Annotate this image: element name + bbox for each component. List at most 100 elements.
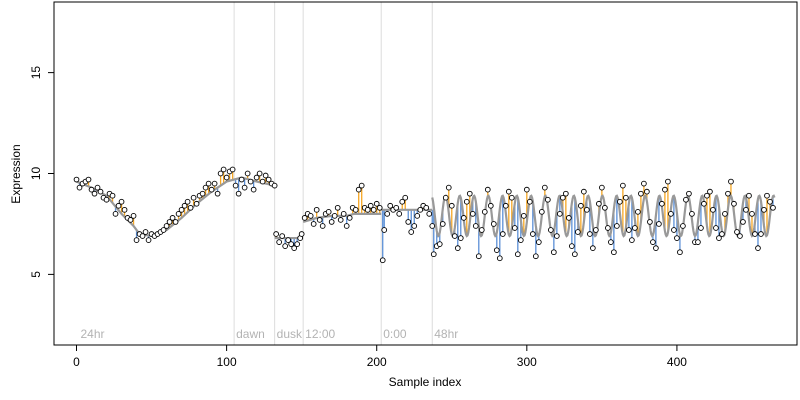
- y-tick-label: 15: [29, 66, 43, 80]
- data-point: [683, 196, 689, 203]
- data-point: [550, 249, 557, 256]
- data-point: [725, 190, 731, 197]
- data-point: [508, 194, 515, 201]
- period-label: dusk: [277, 327, 303, 341]
- data-point: [752, 231, 758, 237]
- data-point: [205, 180, 212, 187]
- data-point: [346, 215, 353, 221]
- data-point: [223, 174, 230, 181]
- data-point: [376, 204, 383, 211]
- data-point: [273, 231, 279, 237]
- data-point: [511, 225, 518, 231]
- data-point: [535, 239, 542, 245]
- data-point: [575, 229, 581, 235]
- data-point: [641, 180, 647, 187]
- data-point: [596, 200, 602, 207]
- data-point: [387, 202, 394, 209]
- data-point: [402, 194, 409, 201]
- data-point: [451, 233, 458, 239]
- data-point: [211, 180, 218, 187]
- data-point: [73, 176, 80, 183]
- data-point: [118, 198, 125, 205]
- data-points: [73, 166, 776, 264]
- data-point: [680, 223, 686, 229]
- data-point: [436, 241, 443, 247]
- data-point: [611, 249, 617, 256]
- data-point: [325, 208, 332, 215]
- data-point: [139, 233, 146, 239]
- data-point: [256, 170, 263, 177]
- data-point: [599, 184, 605, 191]
- data-point: [172, 219, 179, 225]
- data-point: [617, 198, 623, 205]
- data-point: [587, 231, 593, 237]
- data-point: [460, 215, 467, 221]
- data-point: [282, 243, 289, 249]
- data-point: [184, 198, 191, 205]
- data-point: [94, 184, 101, 191]
- data-point: [556, 211, 563, 217]
- data-point: [653, 245, 659, 252]
- data-point: [553, 233, 560, 239]
- data-point: [241, 184, 248, 191]
- data-point: [502, 202, 509, 209]
- data-point: [704, 192, 710, 199]
- data-point: [373, 200, 380, 207]
- data-point: [430, 251, 437, 258]
- data-point: [758, 231, 764, 237]
- data-point: [475, 253, 482, 260]
- data-point: [722, 211, 728, 217]
- data-point: [331, 213, 338, 219]
- data-point: [454, 245, 461, 252]
- data-point: [358, 182, 365, 189]
- data-point: [713, 225, 719, 231]
- x-tick-label: 0: [73, 355, 80, 369]
- data-point: [76, 184, 83, 191]
- data-point: [499, 231, 506, 237]
- data-point: [581, 188, 587, 195]
- data-point: [310, 221, 317, 227]
- data-point: [328, 219, 335, 225]
- data-point: [109, 192, 116, 199]
- data-point: [608, 239, 614, 245]
- data-point: [250, 186, 257, 193]
- data-point: [343, 223, 350, 229]
- data-point: [334, 204, 341, 211]
- data-point: [767, 198, 773, 205]
- data-point: [247, 178, 254, 185]
- data-point: [764, 192, 770, 199]
- data-point: [614, 223, 620, 229]
- data-point: [367, 202, 374, 209]
- data-point: [514, 251, 521, 258]
- data-point: [578, 202, 584, 209]
- data-point: [417, 206, 424, 213]
- data-point: [313, 206, 320, 213]
- data-point: [414, 213, 421, 219]
- data-point: [755, 245, 761, 252]
- data-point: [484, 186, 491, 193]
- data-point: [668, 211, 674, 217]
- data-point: [689, 211, 695, 217]
- data-point: [659, 200, 665, 207]
- data-point: [319, 223, 326, 229]
- fit-line-dusk: [302, 212, 382, 223]
- data-point: [472, 223, 479, 229]
- period-label: dawn: [236, 327, 265, 341]
- data-point: [698, 225, 704, 231]
- data-point: [671, 227, 677, 233]
- fit-line-24hr: [76, 176, 275, 238]
- data-point: [559, 194, 566, 201]
- data-point: [638, 190, 644, 197]
- data-point: [529, 231, 536, 237]
- data-point: [520, 213, 527, 219]
- data-point: [466, 190, 473, 197]
- data-point: [487, 202, 494, 209]
- period-lines: [233, 2, 433, 345]
- data-point: [632, 225, 638, 231]
- data-point: [620, 182, 626, 189]
- data-point: [181, 202, 188, 209]
- plot-frame: [53, 1, 798, 346]
- fit-line-48hr: [431, 194, 776, 238]
- data-point: [761, 206, 767, 213]
- data-point: [674, 235, 680, 241]
